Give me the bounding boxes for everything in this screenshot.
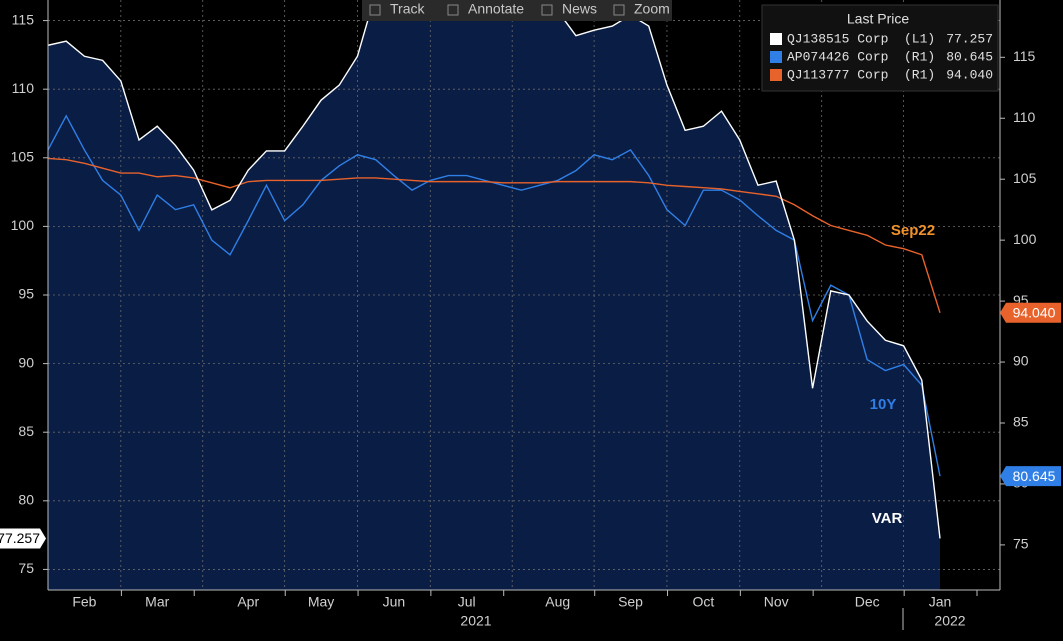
y2-tick-label: 100 <box>1013 231 1037 247</box>
legend-swatch <box>770 33 782 45</box>
y2-tick-label: 105 <box>1013 170 1037 186</box>
x-tick-label: Nov <box>764 594 789 610</box>
x-tick-label: Sep <box>618 594 643 610</box>
x-tick-label: Mar <box>145 594 169 610</box>
y2-tick-label: 85 <box>1013 414 1029 430</box>
y2-tick-label: 110 <box>1013 109 1036 125</box>
y-tick-label: 105 <box>11 148 35 164</box>
last-price-label: 80.645 <box>1013 468 1056 484</box>
toolbar-button[interactable]: Track <box>390 1 425 17</box>
x-tick-label: Aug <box>545 594 570 610</box>
last-price-callout <box>1000 466 1061 487</box>
x-tick-label: Jan <box>929 594 952 610</box>
toolbar-icon <box>541 4 553 16</box>
x-tick-label: Oct <box>692 594 714 610</box>
last-price-callout <box>1000 302 1061 323</box>
toolbar-icon <box>447 4 459 16</box>
y-tick-label: 80 <box>18 492 34 508</box>
x-tick-label: Jul <box>458 594 476 610</box>
legend-title: Last Price <box>847 11 909 27</box>
annotation: 10Y <box>870 396 897 413</box>
toolbar-button[interactable]: Annotate <box>468 1 524 17</box>
y-tick-label: 95 <box>18 286 34 302</box>
toolbar-icon <box>369 4 381 16</box>
legend-axis: (R1) <box>904 49 935 64</box>
legend-value: 77.257 <box>946 31 993 46</box>
legend-swatch <box>770 69 782 81</box>
y2-tick-label: 75 <box>1013 536 1029 552</box>
legend-box <box>761 4 999 92</box>
y-tick-label: 100 <box>11 217 35 233</box>
last-price-callout <box>0 528 46 549</box>
annotation: VAR <box>872 510 903 527</box>
last-price-label: 94.040 <box>1013 305 1056 321</box>
legend-name: QJ113777 Corp <box>787 67 888 82</box>
year-label: 2022 <box>934 613 965 629</box>
toolbar-icon <box>613 4 625 16</box>
y-tick-label: 75 <box>18 560 34 576</box>
toolbar-button[interactable]: Zoom <box>634 1 670 17</box>
legend-value: 80.645 <box>946 49 993 64</box>
legend-swatch <box>770 51 782 63</box>
y-tick-label: 90 <box>18 354 34 370</box>
x-tick-label: Feb <box>72 594 96 610</box>
legend-axis: (R1) <box>904 67 935 82</box>
legend-value: 94.040 <box>946 67 993 82</box>
y-tick-label: 85 <box>18 423 34 439</box>
x-tick-label: Jun <box>383 594 406 610</box>
plot-area <box>48 0 1000 590</box>
last-price-label: 77.257 <box>0 530 40 546</box>
y2-tick-label: 90 <box>1013 353 1029 369</box>
year-label: 2021 <box>460 613 491 629</box>
toolbar <box>362 0 672 21</box>
line <box>48 157 941 314</box>
legend-axis: (L1) <box>904 31 935 46</box>
y-tick-label: 110 <box>12 80 35 96</box>
legend-name: QJ138515 Corp <box>787 31 888 46</box>
annotation: Sep22 <box>891 222 935 239</box>
x-tick-label: Apr <box>237 594 259 610</box>
legend-name: AP074426 Corp <box>787 49 888 64</box>
line <box>48 0 941 539</box>
x-tick-label: May <box>308 594 334 610</box>
y-tick-label: 115 <box>12 11 35 27</box>
y2-tick-label: 115 <box>1013 48 1036 64</box>
x-tick-label: Dec <box>855 594 880 610</box>
toolbar-button[interactable]: News <box>562 1 597 17</box>
